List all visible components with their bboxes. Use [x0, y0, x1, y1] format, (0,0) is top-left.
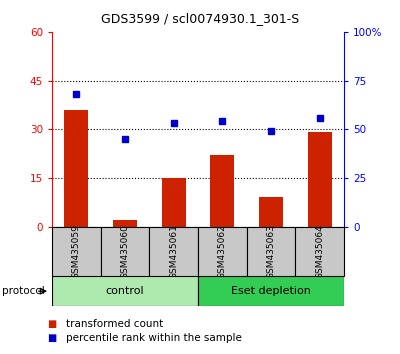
Text: protocol: protocol: [2, 286, 45, 296]
Text: control: control: [106, 286, 144, 296]
Bar: [308, 132, 332, 227]
Text: GSM435059: GSM435059: [72, 224, 81, 279]
Text: GDS3599 / scl0074930.1_301-S: GDS3599 / scl0074930.1_301-S: [101, 12, 299, 25]
Bar: [64, 110, 88, 227]
Text: Eset depletion: Eset depletion: [231, 286, 311, 296]
Text: ■: ■: [47, 333, 57, 343]
Bar: [52, 276, 198, 306]
Bar: [295, 227, 344, 276]
Bar: [101, 227, 149, 276]
Bar: [247, 227, 295, 276]
Text: ■: ■: [47, 319, 57, 329]
Text: GSM435060: GSM435060: [120, 224, 130, 279]
Text: GSM435064: GSM435064: [315, 224, 324, 279]
Bar: [162, 178, 186, 227]
Text: GSM435061: GSM435061: [169, 224, 178, 279]
Bar: [52, 227, 101, 276]
Bar: [113, 220, 137, 227]
Bar: [198, 276, 344, 306]
Text: percentile rank within the sample: percentile rank within the sample: [66, 333, 242, 343]
Text: transformed count: transformed count: [66, 319, 163, 329]
Text: GSM435063: GSM435063: [266, 224, 276, 279]
Bar: [210, 155, 234, 227]
Text: GSM435062: GSM435062: [218, 224, 227, 279]
Bar: [149, 227, 198, 276]
Bar: [259, 198, 283, 227]
Bar: [198, 227, 247, 276]
